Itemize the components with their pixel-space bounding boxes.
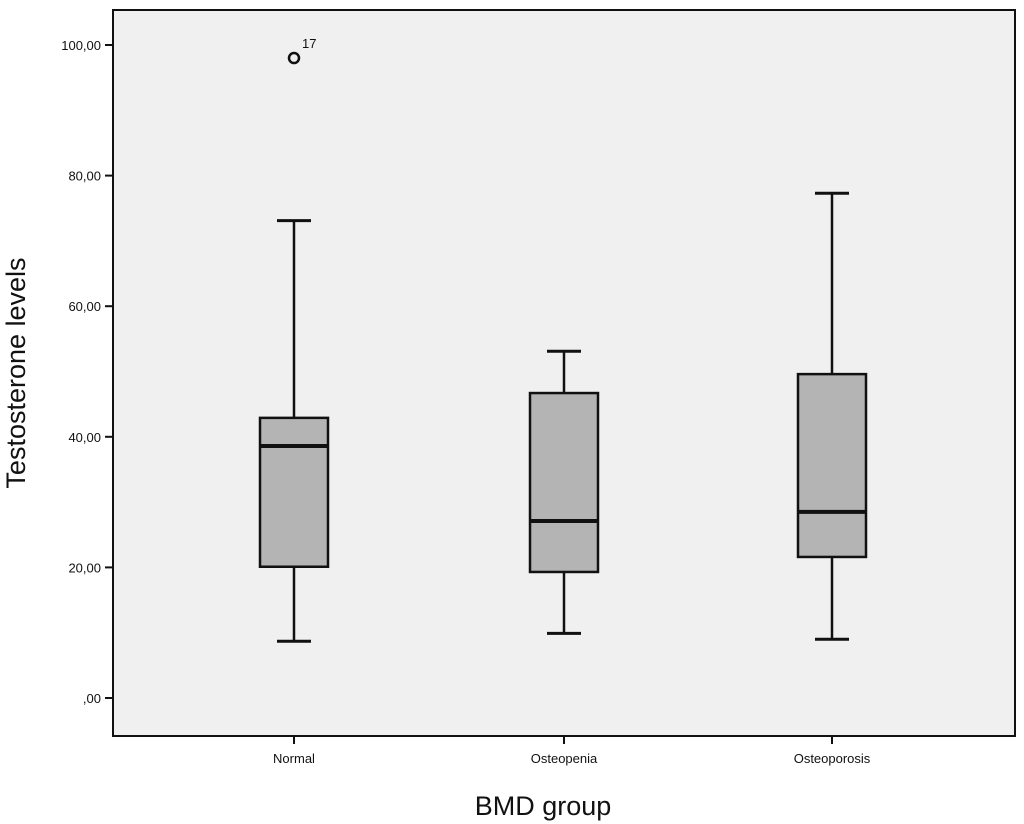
y-tick-label: 80,00 [68, 169, 101, 184]
x-axis: Normal Osteopenia Osteoporosis [273, 736, 871, 766]
y-axis-title: Testosterone levels [1, 257, 31, 488]
box-group-osteoporosis [796, 191, 868, 641]
y-tick-label: 20,00 [68, 560, 101, 575]
y-tick-label: ,00 [83, 691, 101, 706]
x-tick-label: Normal [273, 751, 315, 766]
iqr-box [796, 372, 868, 559]
x-tick-label: Osteopenia [531, 751, 598, 766]
box-group-osteopenia [528, 349, 600, 635]
y-tick-label: 40,00 [68, 430, 101, 445]
x-axis-title: BMD group [475, 791, 612, 821]
box-group-normal: 17 [258, 36, 330, 643]
iqr-box [258, 416, 330, 568]
outlier-point [287, 51, 301, 65]
y-tick-label: 60,00 [68, 299, 101, 314]
boxes-layer: 17 [258, 36, 868, 643]
x-tick-label: Osteoporosis [794, 751, 871, 766]
iqr-box [528, 391, 600, 574]
y-tick-label: 100,00 [61, 38, 101, 53]
outlier-label: 17 [302, 36, 316, 51]
y-axis: ,00 20,00 40,00 60,00 80,00 100,00 [61, 38, 113, 706]
